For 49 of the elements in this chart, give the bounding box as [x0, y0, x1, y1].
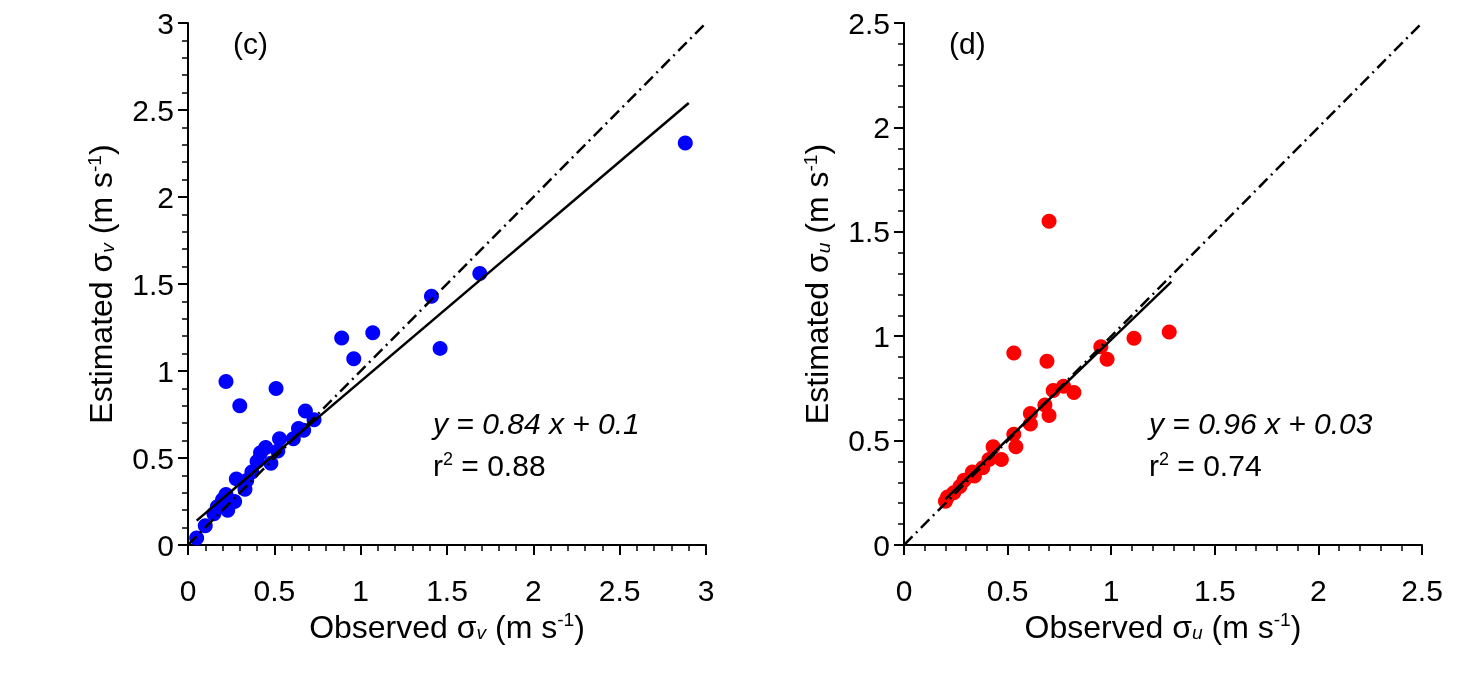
x-tick-label: 2 [524, 573, 542, 607]
x-tick-label: 3 [697, 573, 715, 607]
point [1066, 385, 1082, 401]
point [232, 398, 248, 414]
point [1008, 439, 1024, 455]
x-tick-label: 0 [179, 573, 197, 607]
y-tick-label: 2.5 [848, 6, 890, 40]
annotation: y = 0.84 x + 0.1 [431, 406, 640, 440]
y-tick-label: 1 [157, 354, 174, 388]
point [1126, 330, 1142, 346]
annotation: (c) [233, 26, 268, 60]
x-tick-label: 2.5 [598, 573, 641, 607]
point [1161, 324, 1177, 340]
annotation: (d) [949, 26, 986, 60]
point [993, 451, 1009, 467]
point [268, 380, 284, 396]
point [677, 135, 693, 151]
y-tick-label: 0 [873, 528, 890, 562]
point [432, 340, 448, 356]
x-tick-label: 0 [895, 573, 913, 607]
point [1006, 345, 1022, 361]
point [1099, 351, 1115, 367]
x-tick-label: 1.5 [426, 573, 468, 607]
x-tick-label: 1 [352, 573, 370, 607]
point [365, 325, 381, 341]
y-axis-title: Estimated σv (m s-1) [83, 144, 120, 424]
y-tick-label: 0.5 [848, 424, 890, 458]
y-tick-label: 1.5 [848, 215, 890, 249]
x-tick-label: 2 [1310, 573, 1327, 607]
annotation: y = 0.96 x + 0.03 [1147, 406, 1373, 440]
point [334, 330, 350, 346]
y-axis-title: Estimated σu (m s-1) [799, 143, 836, 425]
x-tick-label: 0.5 [253, 573, 296, 607]
y-tick-label: 1 [873, 319, 890, 353]
x-tick-label: 2.5 [1401, 573, 1443, 607]
point [346, 351, 362, 367]
y-tick-label: 0.5 [132, 441, 174, 475]
y-tick-label: 2 [873, 110, 890, 144]
y-tick-label: 0 [157, 528, 174, 562]
point [1041, 213, 1057, 229]
y-tick-label: 1.5 [132, 267, 174, 301]
y-tick-label: 2.5 [132, 93, 174, 127]
point [218, 373, 234, 389]
x-tick-label: 1.5 [1193, 573, 1236, 607]
x-tick-label: 1 [1102, 573, 1120, 607]
x-tick-label: 0.5 [986, 573, 1029, 607]
y-tick-label: 3 [157, 6, 174, 40]
point [1039, 353, 1055, 369]
y-tick-label: 2 [157, 180, 174, 214]
